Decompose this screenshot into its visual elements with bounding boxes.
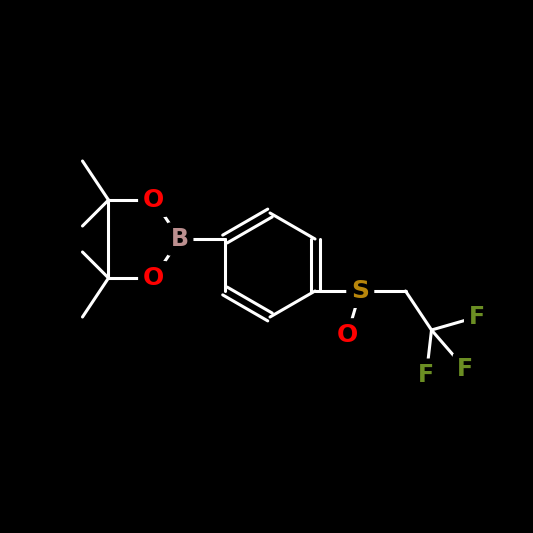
Text: O: O <box>337 323 358 347</box>
Text: O: O <box>143 266 164 290</box>
Text: F: F <box>457 357 473 381</box>
Text: F: F <box>418 364 434 387</box>
Text: O: O <box>143 188 164 212</box>
Text: S: S <box>351 279 369 303</box>
Text: B: B <box>171 227 189 251</box>
Text: F: F <box>469 305 485 329</box>
